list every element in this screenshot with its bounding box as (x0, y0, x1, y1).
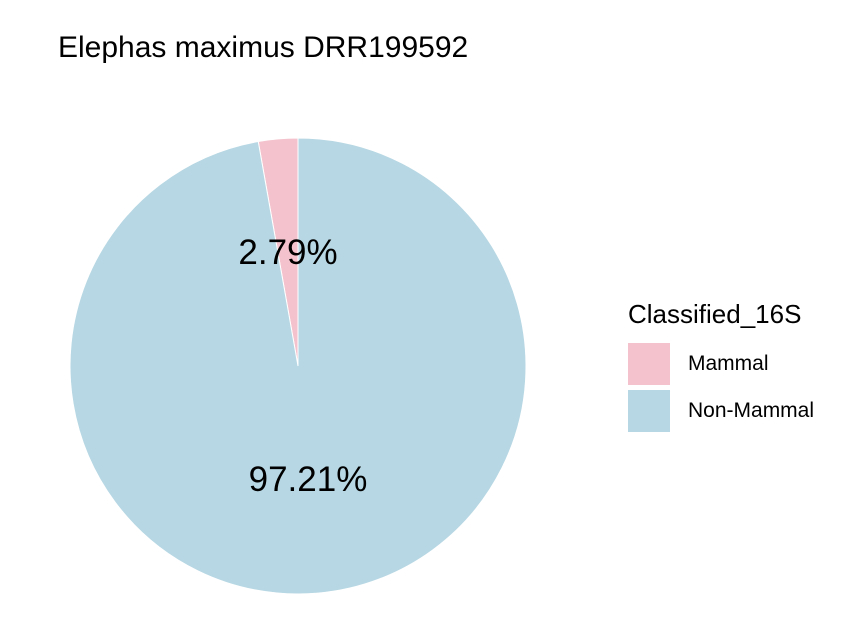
slice-label-mammal: 2.79% (238, 233, 337, 272)
legend-label-mammal: Mammal (688, 352, 769, 375)
chart-title: Elephas maximus DRR199592 (58, 31, 469, 64)
legend-key-non-mammal (628, 390, 670, 432)
legend-key-mammal (628, 343, 670, 385)
legend-item-non-mammal: Non-Mammal (628, 389, 814, 433)
pie-slices (69, 137, 527, 595)
pie-slice-non-mammal (69, 137, 527, 595)
legend-item-mammal: Mammal (628, 342, 769, 386)
slice-label-non-mammal: 97.21% (249, 460, 368, 499)
pie-slice-labels: 2.79% 97.21% (238, 233, 367, 499)
legend-label-non-mammal: Non-Mammal (688, 399, 815, 422)
legend: Classified_16S Mammal Non-Mammal (628, 298, 814, 432)
legend-title: Classified_16S (628, 299, 802, 329)
